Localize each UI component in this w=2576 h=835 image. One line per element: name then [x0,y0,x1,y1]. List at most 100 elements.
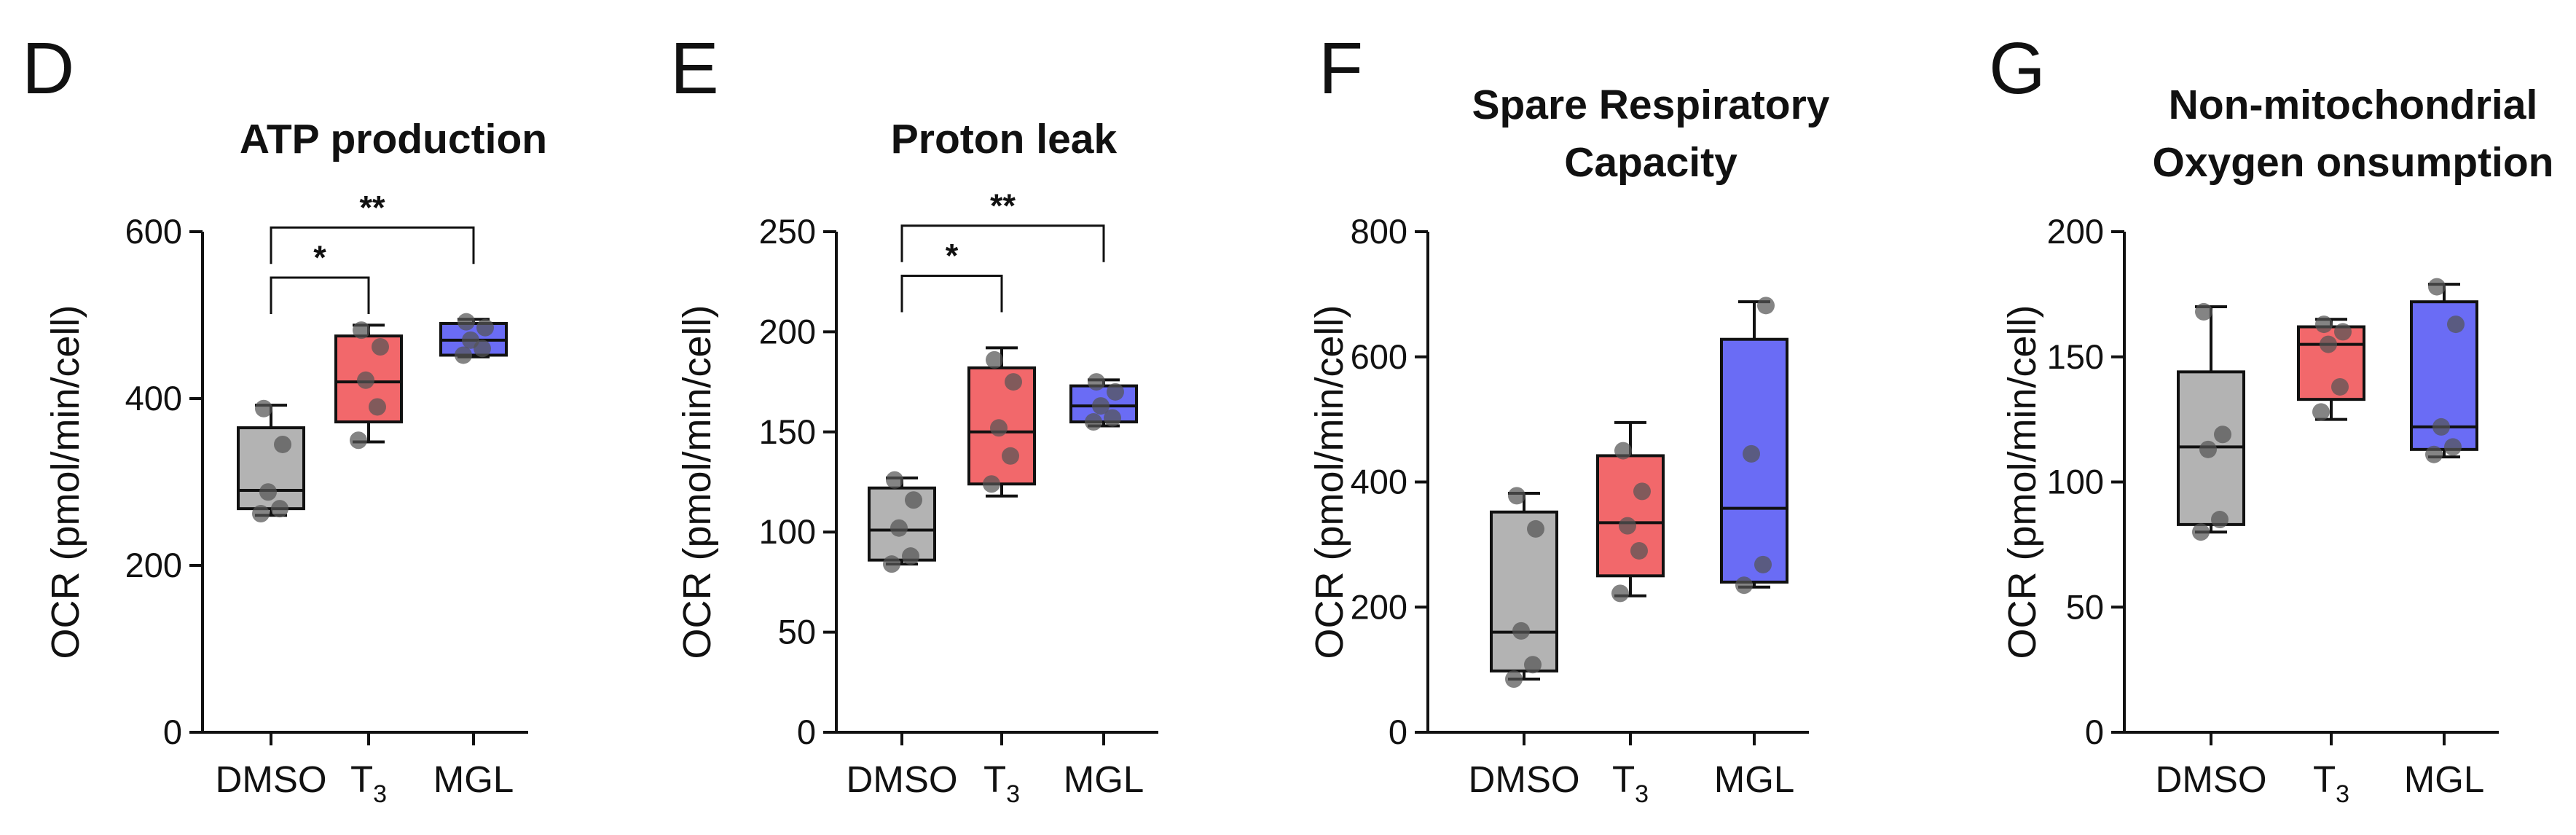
data-point [990,419,1008,437]
group-mgl: MGL [1064,373,1144,800]
panel-letter: G [1989,28,2046,109]
data-point [1524,656,1542,674]
panel-f: F Spare Respiratory Capacity OCR (pmol/min/… [1308,28,1830,808]
y-tick-label: 400 [125,379,182,418]
data-point [905,491,922,509]
x-tick-label: MGL [433,758,514,800]
bracket-line [270,226,475,264]
y-tick-label: 200 [759,312,816,350]
data-point [2192,523,2210,541]
data-point [274,435,291,453]
data-point [369,398,386,416]
data-point [1754,555,1772,573]
data-point [1630,541,1648,560]
y-tick-label: 0 [163,713,182,751]
data-point [2432,418,2450,436]
y-tick-label: 0 [2085,713,2104,751]
data-point [252,505,270,523]
group-t3: T3 [2297,315,2365,808]
data-point [2447,315,2465,334]
data-point [2425,445,2443,463]
data-point [271,500,288,518]
data-point [353,321,370,340]
group-t3: T3 [967,346,1036,808]
significance-bracket: * [900,237,1003,313]
x-tick-label: DMSO [2156,758,2267,800]
y-tick-label: 600 [1351,337,1407,376]
data-point [1735,576,1753,595]
significance-bracket: ** [900,187,1105,262]
y-tick-label: 100 [759,512,816,551]
data-point [983,475,1000,493]
data-point [2211,511,2229,529]
group-dmso: DMSO [1469,487,1580,800]
x-tick-label: T3 [1612,758,1649,808]
data-point [372,338,389,356]
y-axis-label: OCR (pmol/min/cell) [1308,305,1351,659]
data-point [1104,409,1121,427]
x-tick-label: MGL [2404,758,2485,800]
data-point [1085,413,1102,431]
data-point [350,431,367,450]
group-t3: T3 [334,321,403,808]
data-point [1614,442,1632,460]
chart-title: Proton leak [891,116,1118,162]
y-axis-label: OCR (pmol/min/cell) [675,305,719,659]
data-point [1527,520,1544,538]
data-point [886,471,903,489]
data-point [259,483,277,501]
group-t3: T3 [1596,420,1665,808]
data-point [1005,373,1022,391]
data-point [1107,383,1124,401]
data-point [2331,377,2349,396]
y-tick-label: 50 [2066,587,2104,626]
chart-title: Capacity [1564,139,1737,186]
data-point [1505,670,1523,689]
x-tick-label: T3 [983,758,1020,808]
y-tick-label: 200 [1351,587,1407,626]
x-tick-label: DMSO [216,758,327,800]
x-tick-label: T3 [2313,758,2349,808]
data-point [2195,302,2212,321]
group-dmso: DMSO [216,399,327,800]
group-mgl: MGL [1714,297,1794,800]
x-tick-subscript: 3 [1635,780,1649,808]
chart-title: Oxygen onsumption [2152,139,2553,186]
bracket-line [900,224,1105,262]
data-point [883,555,900,573]
data-point [1002,447,1019,465]
group-mgl: MGL [2404,278,2485,800]
box [1490,510,1558,673]
panel-letter: F [1319,28,1363,109]
data-point [1611,584,1629,603]
panel-letter: E [670,28,719,109]
group-mgl: MGL [433,313,514,800]
data-point [2214,426,2231,444]
data-point [455,346,472,364]
group-dmso: DMSO [2156,302,2267,800]
y-tick-label: 400 [1351,463,1407,501]
box [868,486,936,562]
significance-label: ** [359,189,385,226]
y-tick-label: 600 [125,212,182,251]
panel-d: D ATP production OCR (pmol/min/cell) 0 200 40… [22,28,547,808]
x-tick-label: MGL [1064,758,1144,800]
data-point [476,318,494,337]
x-tick-label: T3 [350,758,387,808]
data-point [2315,315,2333,334]
chart-title: Non-mitochondrial [2169,82,2538,128]
y-tick-label: 250 [759,212,816,251]
panel-letter: D [22,28,74,109]
data-point [1743,444,1760,463]
chart-title: ATP production [240,116,547,162]
y-tick-label: 50 [778,613,816,651]
x-tick-subscript: 3 [2336,780,2349,808]
y-tick-label: 800 [1351,212,1407,251]
data-point [1757,297,1775,315]
data-point [1619,517,1636,535]
y-tick-label: 200 [125,546,182,584]
data-point [255,399,272,418]
box [1596,454,1665,578]
significance-label: * [313,239,326,276]
